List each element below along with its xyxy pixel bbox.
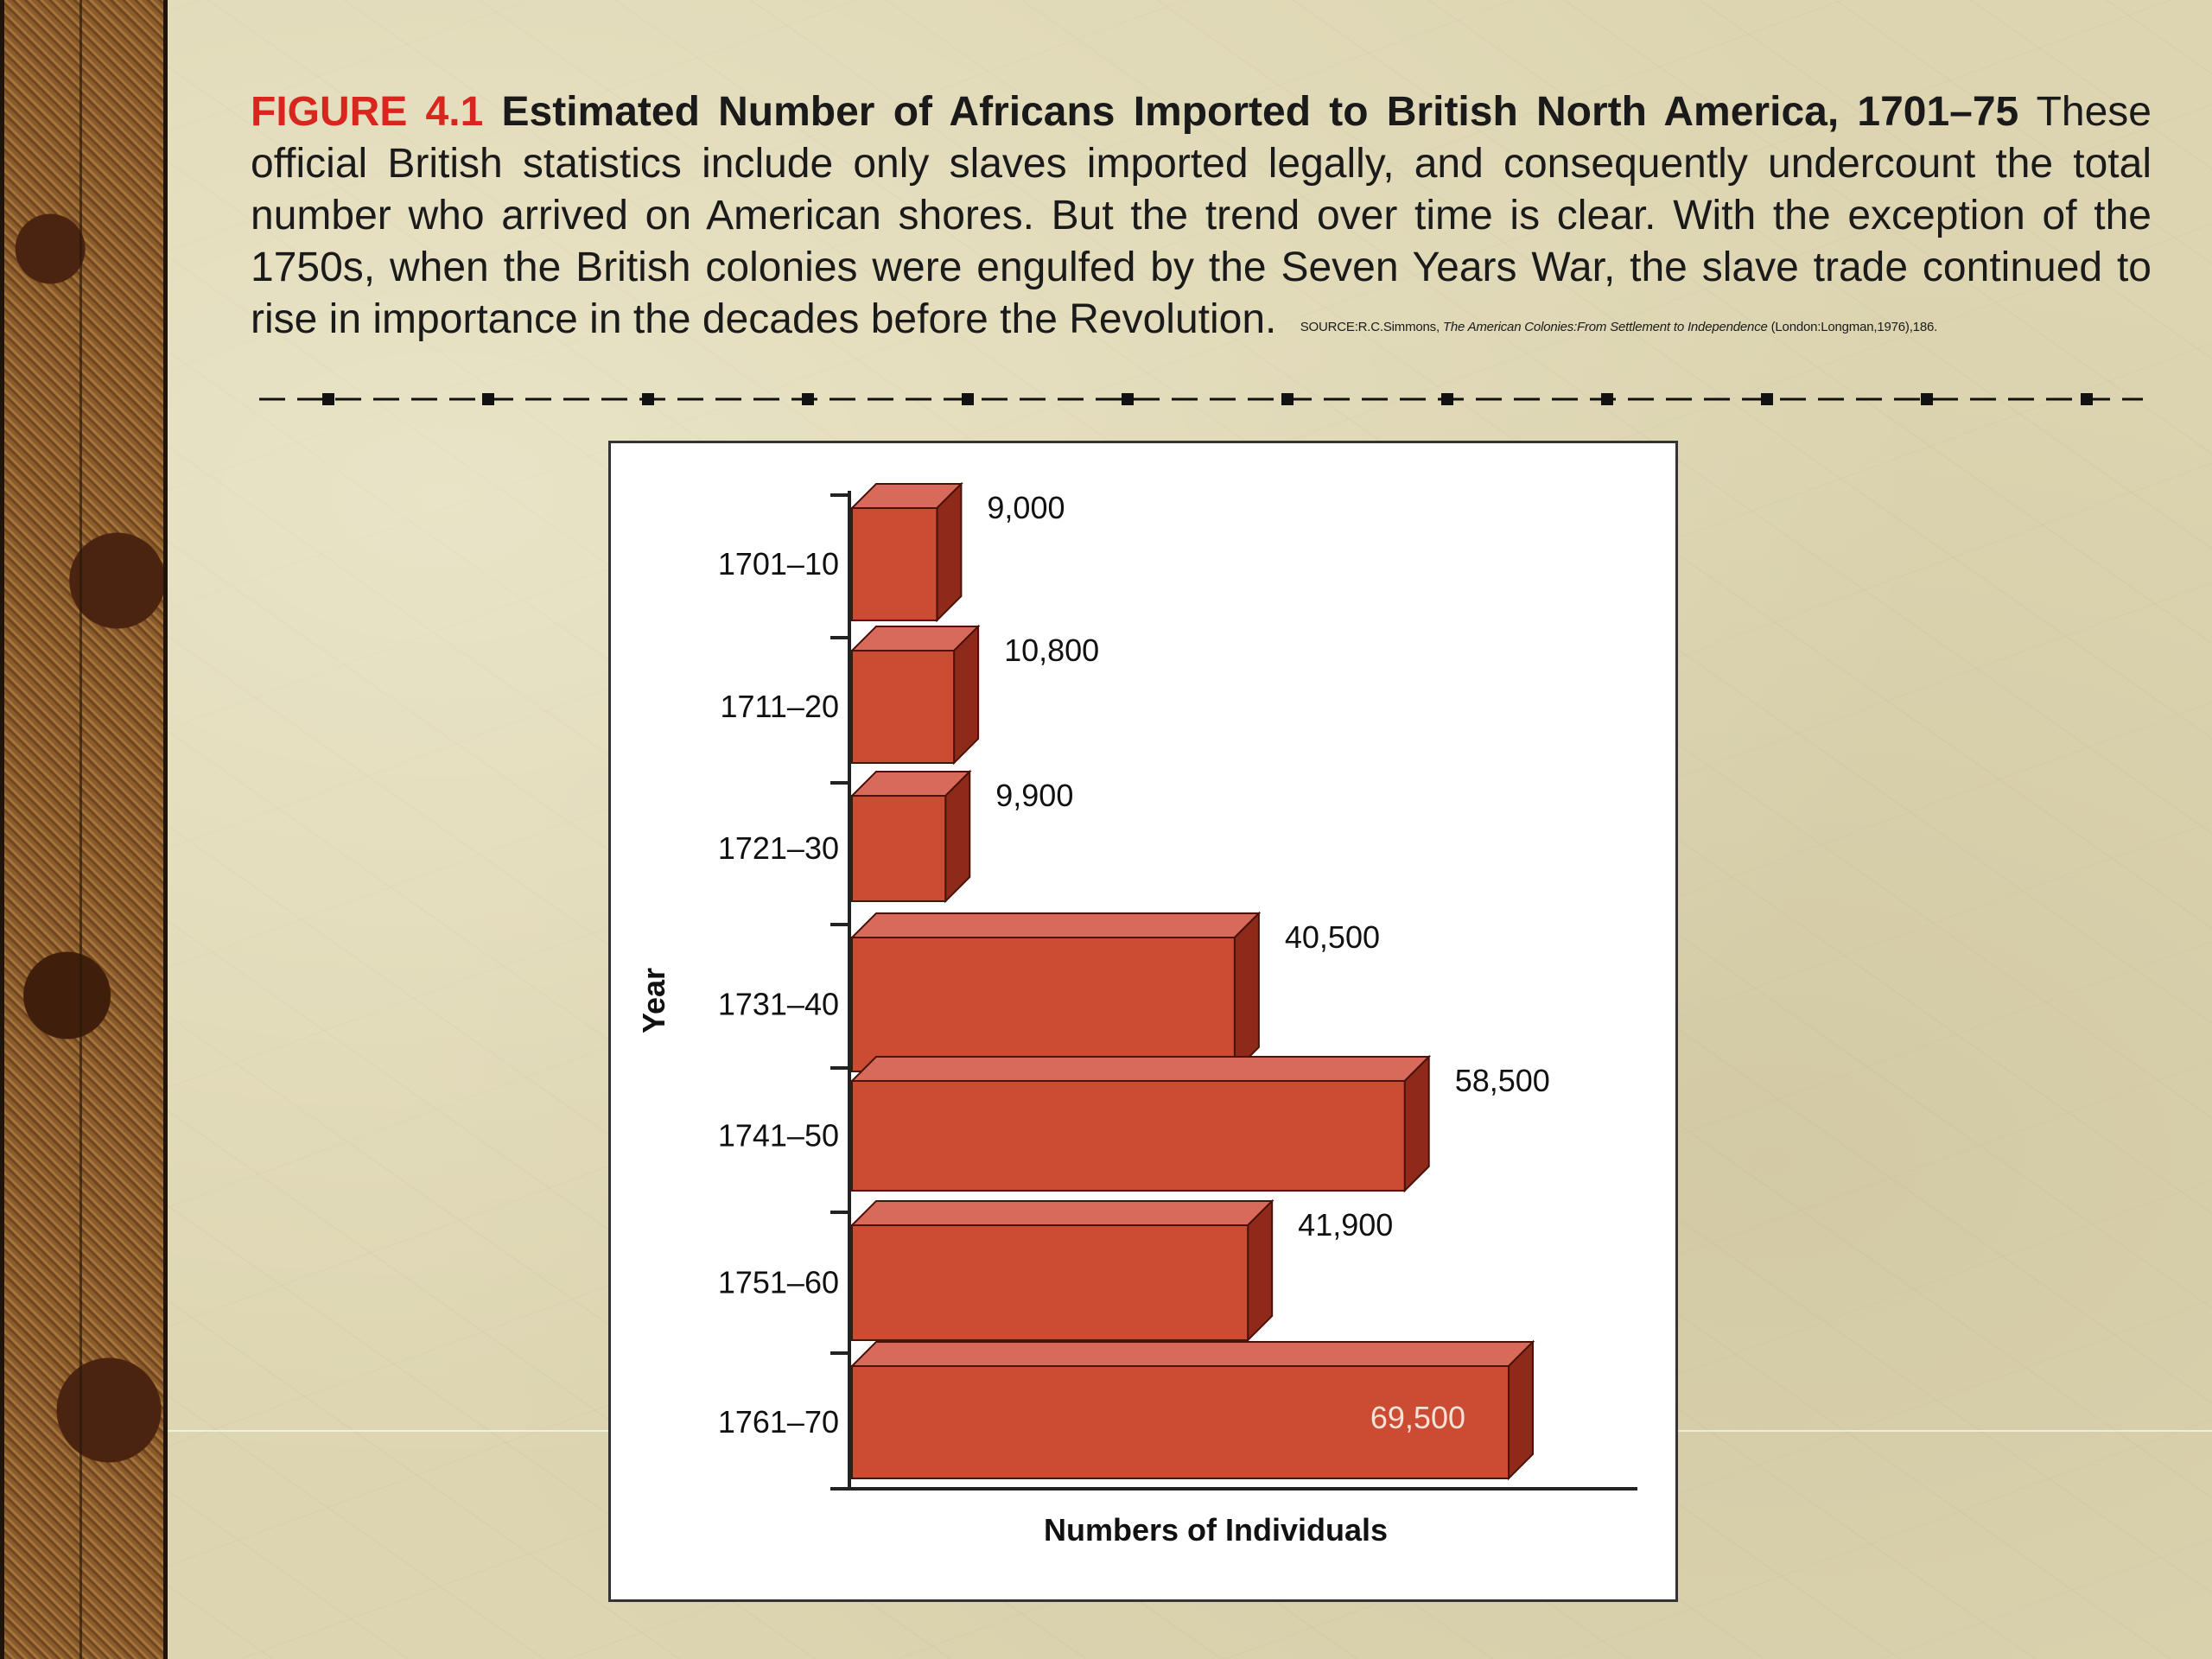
value-label: 69,500 [1370, 1400, 1465, 1435]
value-label: 58,500 [1455, 1063, 1550, 1098]
divider-square [1921, 393, 1933, 405]
category-label: 1741–50 [718, 1118, 839, 1154]
bar [851, 1224, 1249, 1341]
bar-side-face [953, 624, 980, 766]
divider-square [1281, 393, 1294, 405]
bar-top-face [849, 1056, 1432, 1082]
bar-side-face [1508, 1339, 1534, 1481]
source-prefix: SOURCE:R.C.Simmons, [1300, 320, 1440, 334]
bar [851, 937, 1236, 1072]
value-label: 9,900 [995, 778, 1073, 813]
chart-container: Year Numbers of Individuals 1701–10 9,000 17… [608, 441, 1678, 1602]
value-label: 9,000 [987, 490, 1065, 525]
bar-side-face [936, 481, 963, 623]
divider-square [482, 393, 494, 405]
divider-square [1761, 393, 1773, 405]
figure-source: SOURCE:R.C.Simmons, The American Colonie… [1300, 320, 1938, 334]
bar [851, 507, 938, 621]
value-label: 10,800 [1004, 632, 1099, 668]
divider-square [962, 393, 974, 405]
value-label: 41,900 [1298, 1207, 1393, 1243]
bar-side-face [1403, 1054, 1430, 1193]
bar-side-face [1247, 1198, 1274, 1343]
figure-caption: FIGURE 4.1 Estimated Number of Africans … [251, 86, 2152, 353]
divider-square [2081, 393, 2093, 405]
source-suffix: (London:Longman,1976),186. [1770, 320, 1938, 334]
divider-square [322, 393, 334, 405]
category-label: 1721–30 [718, 830, 839, 866]
figure-description: These official British statistics includ… [251, 89, 2152, 342]
figure-title: Estimated Number of Africans Imported to… [501, 89, 2019, 135]
x-axis-title: Numbers of Individuals [1044, 1512, 1388, 1548]
category-label: 1751–60 [718, 1265, 839, 1300]
source-title: The American Colonies:From Settlement to… [1442, 320, 1768, 334]
figure-number: FIGURE 4.1 [251, 89, 484, 135]
divider-square [642, 393, 654, 405]
y-axis-title: Year [636, 968, 671, 1033]
bar-top-face [849, 912, 1262, 938]
bar [851, 1365, 1510, 1479]
bar-top-face [849, 1341, 1535, 1367]
bar-side-face [944, 769, 971, 904]
category-label: 1731–40 [718, 987, 839, 1022]
divider-square [1441, 393, 1453, 405]
bar-top-face [849, 1200, 1274, 1226]
decorative-side-border [0, 0, 168, 1659]
category-label: 1711–20 [721, 689, 839, 724]
divider-square [1601, 393, 1613, 405]
dashed-divider [259, 393, 2143, 405]
bar-chart: Year Numbers of Individuals 1701–10 9,000 17… [636, 481, 1637, 1548]
bar [851, 795, 947, 902]
category-label: 1761–70 [718, 1404, 839, 1440]
value-label: 40,500 [1285, 919, 1380, 955]
category-label: 1701–10 [718, 546, 839, 582]
bar [851, 650, 956, 764]
divider-square [802, 393, 814, 405]
bar-side-face [1233, 911, 1260, 1074]
bar [851, 1080, 1406, 1192]
divider-square [1122, 393, 1134, 405]
